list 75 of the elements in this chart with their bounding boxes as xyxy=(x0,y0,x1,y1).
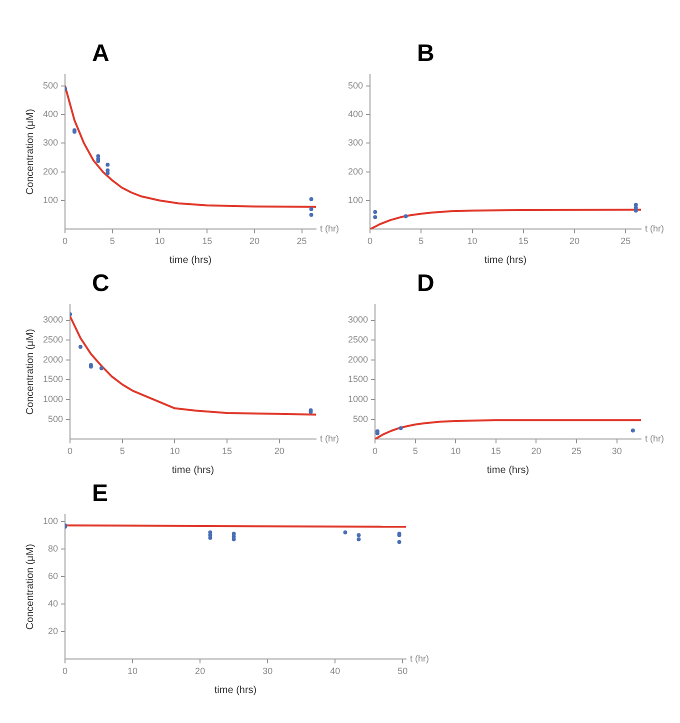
y-tick-label: 1000 xyxy=(348,394,368,404)
x-tick-label: 15 xyxy=(490,446,501,456)
x-axis-title: time (hrs) xyxy=(486,464,530,476)
x-axis-title: time (hrs) xyxy=(172,464,214,476)
y-tick-label: 100 xyxy=(42,195,58,206)
x-tick-label: 20 xyxy=(570,236,580,246)
x-axis-title: time (hrs) xyxy=(169,254,212,266)
x-axis-title: time (hrs) xyxy=(484,254,527,266)
y-tick-label: 100 xyxy=(348,195,364,206)
y-tick-label: 2000 xyxy=(42,354,64,364)
x-tick-label: 10 xyxy=(154,236,165,246)
y-tick-label: 80 xyxy=(48,543,58,554)
x-tick-label: 20 xyxy=(195,666,206,676)
y-tick-label: 1500 xyxy=(348,374,368,384)
y-tick-label: 20 xyxy=(48,626,58,636)
x-tick-label: 30 xyxy=(612,446,622,456)
x-tick-label: 5 xyxy=(120,446,125,456)
x-tick-label: 5 xyxy=(412,446,418,456)
y-tick-label: 500 xyxy=(352,414,368,424)
x-tick-label: 20 xyxy=(249,236,260,246)
x-axis-title: time (hrs) xyxy=(214,684,257,696)
y-axis-title: Concentration (μM) xyxy=(24,108,36,195)
text: t (hr) xyxy=(410,654,429,664)
chart-title: D xyxy=(417,270,434,298)
x-tick-label: 10 xyxy=(467,236,478,246)
y-tick-label: 300 xyxy=(348,138,364,148)
y-axis-title: Concentration (μM) xyxy=(24,328,36,415)
chart-title: C xyxy=(92,270,110,298)
text: t (hr) xyxy=(320,224,339,234)
text: t (hr) xyxy=(320,434,339,444)
x-tick-label: 25 xyxy=(620,236,631,246)
x-tick-label: 5 xyxy=(110,236,115,246)
x-tick-label: 0 xyxy=(62,236,68,246)
y-tick-label: 300 xyxy=(42,138,58,148)
text: t (hr) xyxy=(645,224,664,234)
x-tick-label: 5 xyxy=(418,236,424,246)
x-tick-label: 15 xyxy=(202,236,212,246)
y-tick-label: 500 xyxy=(348,80,364,90)
y-tick-label: 500 xyxy=(48,414,64,424)
y-tick-label: 1500 xyxy=(42,374,64,384)
text: t (hr) xyxy=(645,434,664,444)
y-tick-label: 60 xyxy=(48,570,58,581)
x-tick-label: 0 xyxy=(372,446,378,456)
chart-title: B xyxy=(417,40,434,68)
x-tick-label: 15 xyxy=(222,446,232,456)
y-tick-label: 400 xyxy=(348,109,364,120)
y-tick-label: 400 xyxy=(42,109,58,120)
y-tick-label: 3000 xyxy=(348,314,368,325)
y-tick-label: 500 xyxy=(42,80,58,90)
y-tick-label: 2000 xyxy=(348,354,368,364)
x-tick-label: 30 xyxy=(262,666,273,676)
x-tick-label: 10 xyxy=(128,666,138,676)
y-axis-title: Concentration (μM) xyxy=(24,544,36,630)
x-tick-label: 0 xyxy=(368,236,373,246)
x-tick-label: 20 xyxy=(531,446,542,456)
x-tick-label: 25 xyxy=(296,236,307,246)
x-tick-label: 20 xyxy=(274,446,284,456)
x-tick-label: 15 xyxy=(518,236,528,246)
x-tick-label: 0 xyxy=(68,446,73,456)
y-tick-label: 100 xyxy=(42,516,58,526)
y-tick-label: 1000 xyxy=(42,394,64,404)
x-tick-label: 10 xyxy=(170,446,180,456)
x-tick-label: 40 xyxy=(330,666,340,676)
chart-title: A xyxy=(92,40,110,68)
x-tick-label: 25 xyxy=(572,446,582,456)
x-tick-label: 50 xyxy=(398,666,408,676)
y-tick-label: 200 xyxy=(348,166,364,176)
y-tick-label: 200 xyxy=(42,166,58,176)
y-tick-label: 3000 xyxy=(42,314,64,325)
y-tick-label: 2500 xyxy=(42,334,64,345)
x-tick-label: 10 xyxy=(450,446,461,456)
x-tick-label: 0 xyxy=(62,666,68,676)
y-tick-label: 2500 xyxy=(348,334,368,345)
y-tick-label: 40 xyxy=(48,598,58,609)
chart-title: E xyxy=(92,480,108,508)
